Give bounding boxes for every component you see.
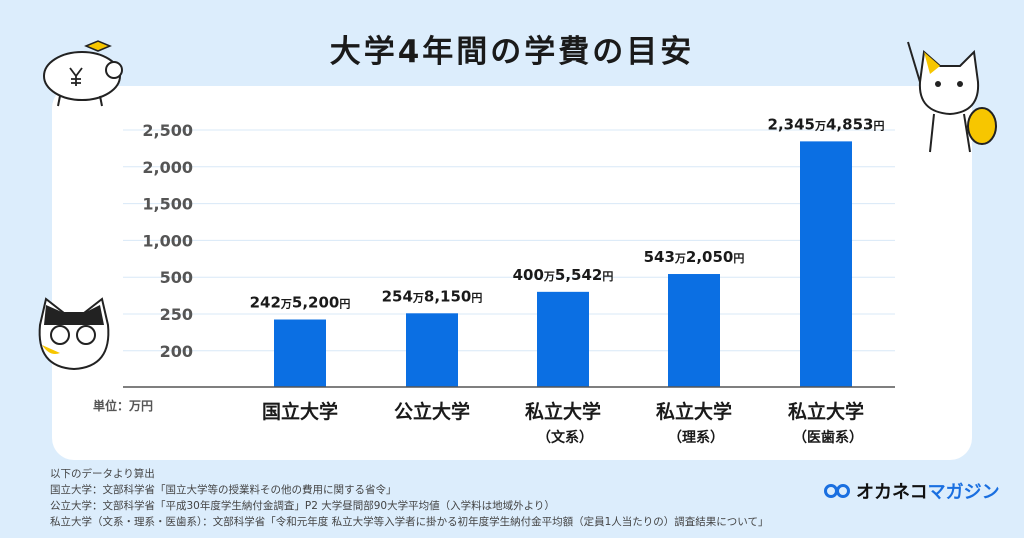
y-tick-label: 250 [160, 305, 193, 324]
category-sublabel: （医歯系） [793, 429, 863, 446]
bar [537, 291, 589, 387]
category-label: 公立大学 [394, 400, 470, 423]
data-label-part: 5,200 [292, 294, 339, 312]
category-sublabel: （理系） [668, 429, 724, 446]
bar [274, 319, 326, 387]
logo-text-okaneko: オカネコ [856, 482, 928, 503]
note-line: 以下のデータより算出 [50, 468, 155, 480]
logo-text-magazine: マガジン [927, 482, 1000, 503]
data-label: 400万5,542円 [513, 266, 614, 284]
data-label-part: 242 [250, 294, 281, 312]
y-tick-label: 2,500 [142, 121, 193, 140]
data-label-part: 400 [513, 266, 544, 284]
data-label-part: 254 [382, 287, 413, 305]
cat-waving-icon [907, 41, 997, 153]
cat-with-glasses-icon [38, 297, 110, 371]
data-label: 242万5,200円 [250, 294, 351, 312]
okaneko-logo: オカネコ マガジン [824, 478, 1000, 504]
page-title: 大学4年間の学費の目安 [329, 34, 695, 70]
data-label-part: 万 [412, 291, 424, 304]
category-sublabel: （文系） [537, 429, 593, 446]
bar [406, 313, 458, 387]
source-notes: 以下のデータより算出 国立大学：文部科学省「国立大学等の授業料その他の費用に関す… [50, 466, 768, 530]
data-label-part: 2,345 [768, 115, 815, 133]
note-line: 私立大学（文系・理系・医歯系）：文部科学省「令和元年度 私立大学等入学者に掛かる… [50, 516, 769, 528]
data-label-part: 5,542 [555, 266, 602, 284]
data-label-part: 円 [733, 252, 744, 265]
data-label-part: 8,150 [424, 287, 471, 305]
y-tick-label: 1,500 [142, 195, 193, 214]
y-tick-label: 500 [160, 268, 193, 287]
data-label-part: 4,853 [826, 115, 873, 133]
category-label: 私立大学 [656, 400, 732, 423]
category-label: 私立大学 [788, 400, 864, 423]
data-label-part: 543 [644, 248, 675, 266]
y-tick-label: 200 [160, 342, 193, 361]
data-label-part: 2,050 [686, 248, 733, 266]
unit-label: 単位：万円 [93, 398, 153, 413]
data-label-part: 万 [814, 119, 826, 132]
data-label: 254万8,150円 [382, 287, 483, 305]
data-label-part: 万 [543, 270, 555, 283]
data-label-part: 円 [471, 291, 482, 304]
data-label-part: 円 [339, 298, 350, 311]
piggy-bank-icon [43, 40, 123, 107]
y-tick-label: 2,000 [142, 158, 193, 177]
bar [668, 274, 720, 387]
category-label: 私立大学 [525, 400, 601, 423]
bar [800, 141, 852, 387]
data-label-part: 万 [674, 252, 686, 265]
data-label-part: 万 [280, 298, 292, 311]
y-tick-label: 1,000 [142, 231, 193, 250]
data-label: 2,345万4,853円 [768, 115, 885, 133]
data-label: 543万2,050円 [644, 248, 745, 266]
data-label-part: 円 [602, 270, 613, 283]
data-label-part: 円 [873, 119, 884, 132]
note-line: 公立大学：文部科学省「平成30年度学生納付金調査」P2 大学昼間部90大学平均値… [50, 500, 555, 512]
logo-mark-icon [824, 484, 850, 498]
note-line: 国立大学：文部科学省「国立大学等の授業料その他の費用に関する省令」 [50, 484, 397, 496]
category-label: 国立大学 [262, 400, 338, 423]
